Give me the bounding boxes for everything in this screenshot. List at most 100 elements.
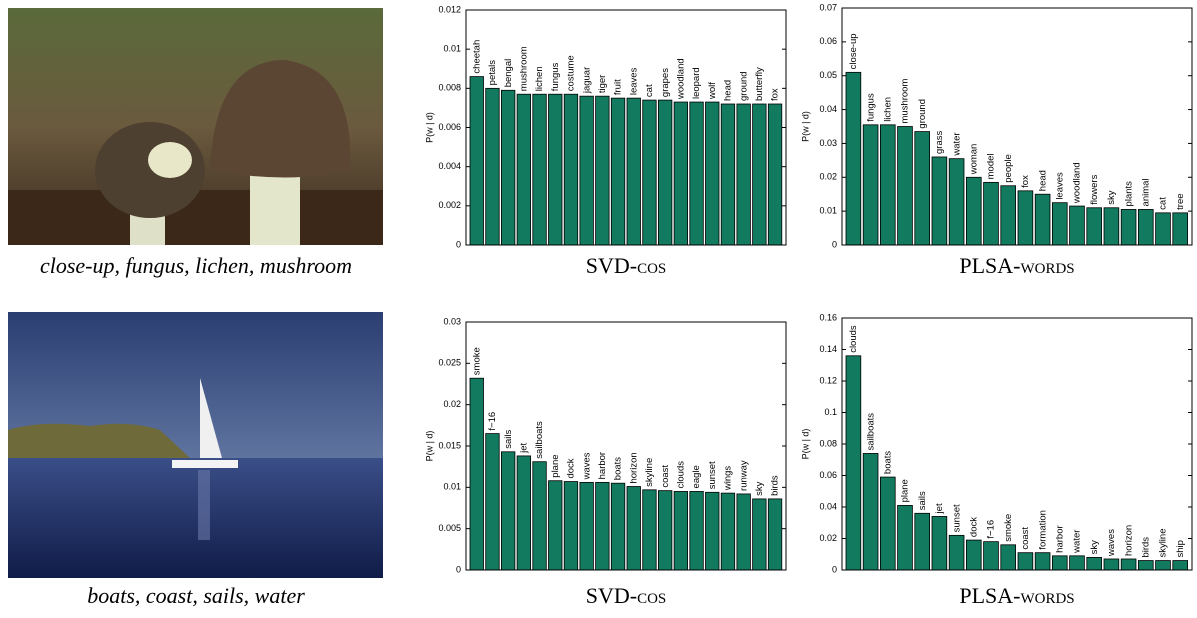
bar — [1018, 191, 1033, 245]
bar — [1052, 203, 1067, 245]
y-tick-label: 0.01 — [443, 44, 461, 54]
chart-title: SVD-cos — [586, 253, 667, 278]
y-tick-label: 0.04 — [819, 104, 837, 114]
mushroom-photo — [8, 8, 383, 245]
y-tick-label: 0.002 — [438, 200, 461, 210]
bar-label: mushroom — [518, 46, 529, 91]
sailboat-photo — [8, 312, 383, 578]
bar — [690, 102, 704, 245]
bar — [596, 96, 610, 245]
bar-label: wolf — [707, 82, 718, 100]
y-tick-label: 0 — [832, 239, 837, 249]
bar-label: smoke — [1003, 514, 1014, 542]
chart-title: PLSA-words — [959, 583, 1074, 608]
bar — [564, 94, 578, 245]
image-caption: close-up, fungus, lichen, mushroom — [40, 253, 352, 278]
bar — [674, 491, 688, 570]
y-axis-label: P(w | d) — [424, 112, 434, 143]
y-tick-label: 0.006 — [438, 122, 461, 132]
bar-label: waves — [581, 452, 592, 480]
bar-label: leaves — [1055, 172, 1066, 200]
bar — [737, 494, 751, 570]
bar — [549, 94, 563, 245]
bar — [768, 499, 782, 570]
bar-label: fox — [770, 88, 781, 101]
bar-label: birds — [1141, 537, 1152, 558]
bar-label: eagle — [691, 465, 702, 488]
y-tick-label: 0.02 — [819, 172, 837, 182]
bar-label: coast — [660, 465, 671, 488]
y-tick-label: 0.02 — [443, 399, 461, 409]
bar-label: close-up — [848, 33, 859, 69]
bar — [564, 482, 578, 570]
bar-label: fungus — [550, 62, 561, 91]
y-tick-label: 0.14 — [819, 344, 837, 354]
y-tick-label: 0.08 — [819, 438, 837, 448]
chart-title: PLSA-words — [959, 253, 1074, 278]
bar — [880, 125, 895, 245]
bar — [1121, 559, 1136, 570]
y-tick-label: 0.012 — [438, 4, 461, 14]
bar-label: grass — [934, 130, 945, 153]
bar-label: fox — [1020, 175, 1031, 188]
bar-label: sky — [1089, 540, 1100, 555]
bar-label: lichen — [883, 97, 894, 122]
bar — [627, 487, 641, 570]
bar-label: grapes — [660, 68, 671, 97]
bar-label: people — [1003, 154, 1014, 183]
bar — [1138, 561, 1153, 570]
y-axis-label: P(w | d) — [800, 429, 810, 460]
bar — [1070, 556, 1085, 570]
bar — [611, 483, 625, 570]
bar — [1070, 206, 1085, 245]
bar-label: flowers — [1089, 174, 1100, 204]
y-tick-label: 0.07 — [819, 2, 837, 12]
bar-label: coast — [1020, 527, 1031, 550]
bar — [966, 177, 981, 245]
bar-label: tiger — [597, 75, 608, 93]
bar-label: woman — [969, 144, 980, 176]
bar-label: horizon — [1123, 525, 1134, 556]
bar — [984, 182, 999, 245]
bar — [721, 493, 735, 570]
bar — [486, 434, 500, 570]
bar — [1121, 209, 1136, 245]
y-axis-label: P(w | d) — [424, 431, 434, 462]
bar-label: birds — [770, 475, 781, 496]
bar — [580, 482, 594, 570]
bar — [658, 100, 672, 245]
bar-label: horizon — [628, 452, 639, 483]
bar-label: woodland — [1072, 162, 1083, 204]
bar — [486, 88, 500, 245]
bar-label: plane — [900, 479, 911, 502]
bar-label: butterfly — [754, 67, 765, 101]
bar-label: dock — [969, 517, 980, 537]
bar-label: sails — [917, 491, 928, 510]
bar — [721, 104, 735, 245]
bar — [1173, 561, 1188, 570]
bar — [932, 516, 947, 570]
bar — [517, 456, 531, 570]
bar-label: plants — [1123, 181, 1134, 207]
y-tick-label: 0.06 — [819, 36, 837, 46]
bar-label: skyline — [644, 458, 655, 487]
bar — [470, 77, 484, 245]
y-axis-label: P(w | d) — [800, 111, 810, 142]
y-tick-label: 0.02 — [819, 533, 837, 543]
bar — [1087, 557, 1102, 570]
bar — [846, 356, 861, 570]
bar-label: waves — [1106, 529, 1117, 557]
bar-label: water — [1072, 530, 1083, 554]
bar — [517, 94, 531, 245]
bar — [846, 72, 861, 245]
bar-label: ground — [917, 99, 928, 129]
bar — [549, 481, 563, 570]
bar-label: smoke — [471, 347, 482, 375]
bar — [533, 462, 547, 570]
bar-label: cat — [1158, 197, 1169, 210]
bar — [1001, 186, 1016, 245]
bar — [1001, 545, 1016, 570]
bar — [643, 490, 657, 570]
y-tick-label: 0.06 — [819, 470, 837, 480]
bar-label: sunset — [951, 504, 962, 532]
